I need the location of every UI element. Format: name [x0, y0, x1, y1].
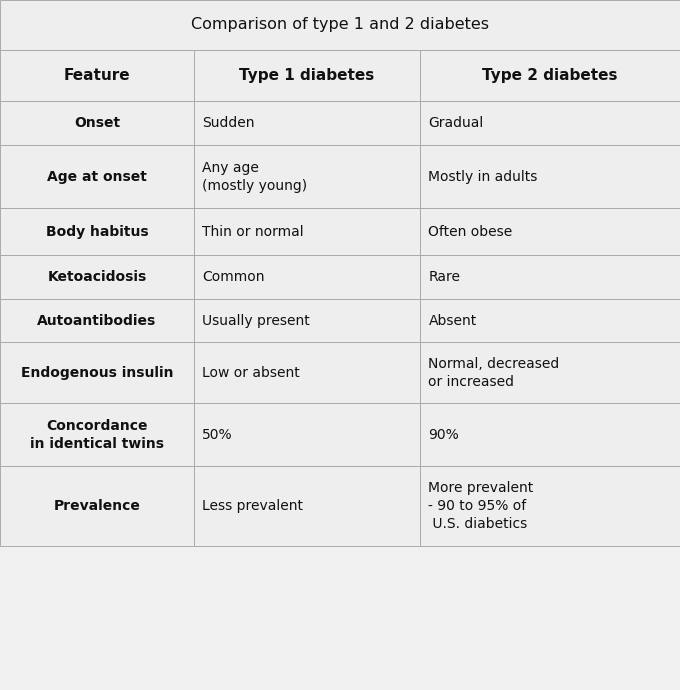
- Bar: [0, 403, 194, 466]
- Bar: [0, 101, 194, 145]
- Text: Ketoacidosis: Ketoacidosis: [48, 270, 146, 284]
- Text: Often obese: Often obese: [428, 225, 513, 239]
- Text: Usually present: Usually present: [202, 313, 309, 328]
- Text: More prevalent
- 90 to 95% of
 U.S. diabetics: More prevalent - 90 to 95% of U.S. diabe…: [428, 481, 534, 531]
- Bar: [0, 342, 194, 403]
- Bar: [0, 145, 194, 208]
- Text: Less prevalent: Less prevalent: [202, 499, 303, 513]
- Text: Body habitus: Body habitus: [46, 225, 148, 239]
- Text: Type 1 diabetes: Type 1 diabetes: [239, 68, 375, 83]
- Bar: [194, 342, 420, 403]
- Text: Absent: Absent: [428, 313, 477, 328]
- Bar: [194, 145, 420, 208]
- Bar: [420, 208, 680, 255]
- Text: 50%: 50%: [202, 428, 233, 442]
- Bar: [194, 101, 420, 145]
- Text: Low or absent: Low or absent: [202, 366, 300, 380]
- Bar: [194, 403, 420, 466]
- Text: Gradual: Gradual: [428, 116, 483, 130]
- Bar: [420, 466, 680, 546]
- Text: Thin or normal: Thin or normal: [202, 225, 303, 239]
- Text: Sudden: Sudden: [202, 116, 254, 130]
- Text: Comparison of type 1 and 2 diabetes: Comparison of type 1 and 2 diabetes: [191, 17, 489, 32]
- Text: Feature: Feature: [64, 68, 130, 83]
- Bar: [420, 101, 680, 145]
- Bar: [194, 208, 420, 255]
- Bar: [0, 466, 194, 546]
- Text: Rare: Rare: [428, 270, 460, 284]
- Bar: [420, 50, 680, 101]
- Bar: [420, 299, 680, 342]
- Text: Prevalence: Prevalence: [54, 499, 140, 513]
- Text: Any age
(mostly young): Any age (mostly young): [202, 161, 307, 193]
- Bar: [0, 299, 194, 342]
- Text: Endogenous insulin: Endogenous insulin: [20, 366, 173, 380]
- Bar: [0, 208, 194, 255]
- Bar: [194, 299, 420, 342]
- Bar: [194, 50, 420, 101]
- Bar: [420, 255, 680, 299]
- Bar: [194, 466, 420, 546]
- Text: Concordance
in identical twins: Concordance in identical twins: [30, 419, 164, 451]
- Text: Mostly in adults: Mostly in adults: [428, 170, 538, 184]
- Bar: [420, 403, 680, 466]
- Bar: [0, 50, 194, 101]
- Text: Normal, decreased
or increased: Normal, decreased or increased: [428, 357, 560, 388]
- Text: Common: Common: [202, 270, 265, 284]
- Text: Age at onset: Age at onset: [47, 170, 147, 184]
- Text: Onset: Onset: [74, 116, 120, 130]
- Text: 90%: 90%: [428, 428, 459, 442]
- Bar: [420, 342, 680, 403]
- Bar: [420, 145, 680, 208]
- Bar: [0, 255, 194, 299]
- Text: Autoantibodies: Autoantibodies: [37, 313, 156, 328]
- Bar: [0, 0, 680, 50]
- Text: Type 2 diabetes: Type 2 diabetes: [482, 68, 618, 83]
- Bar: [194, 255, 420, 299]
